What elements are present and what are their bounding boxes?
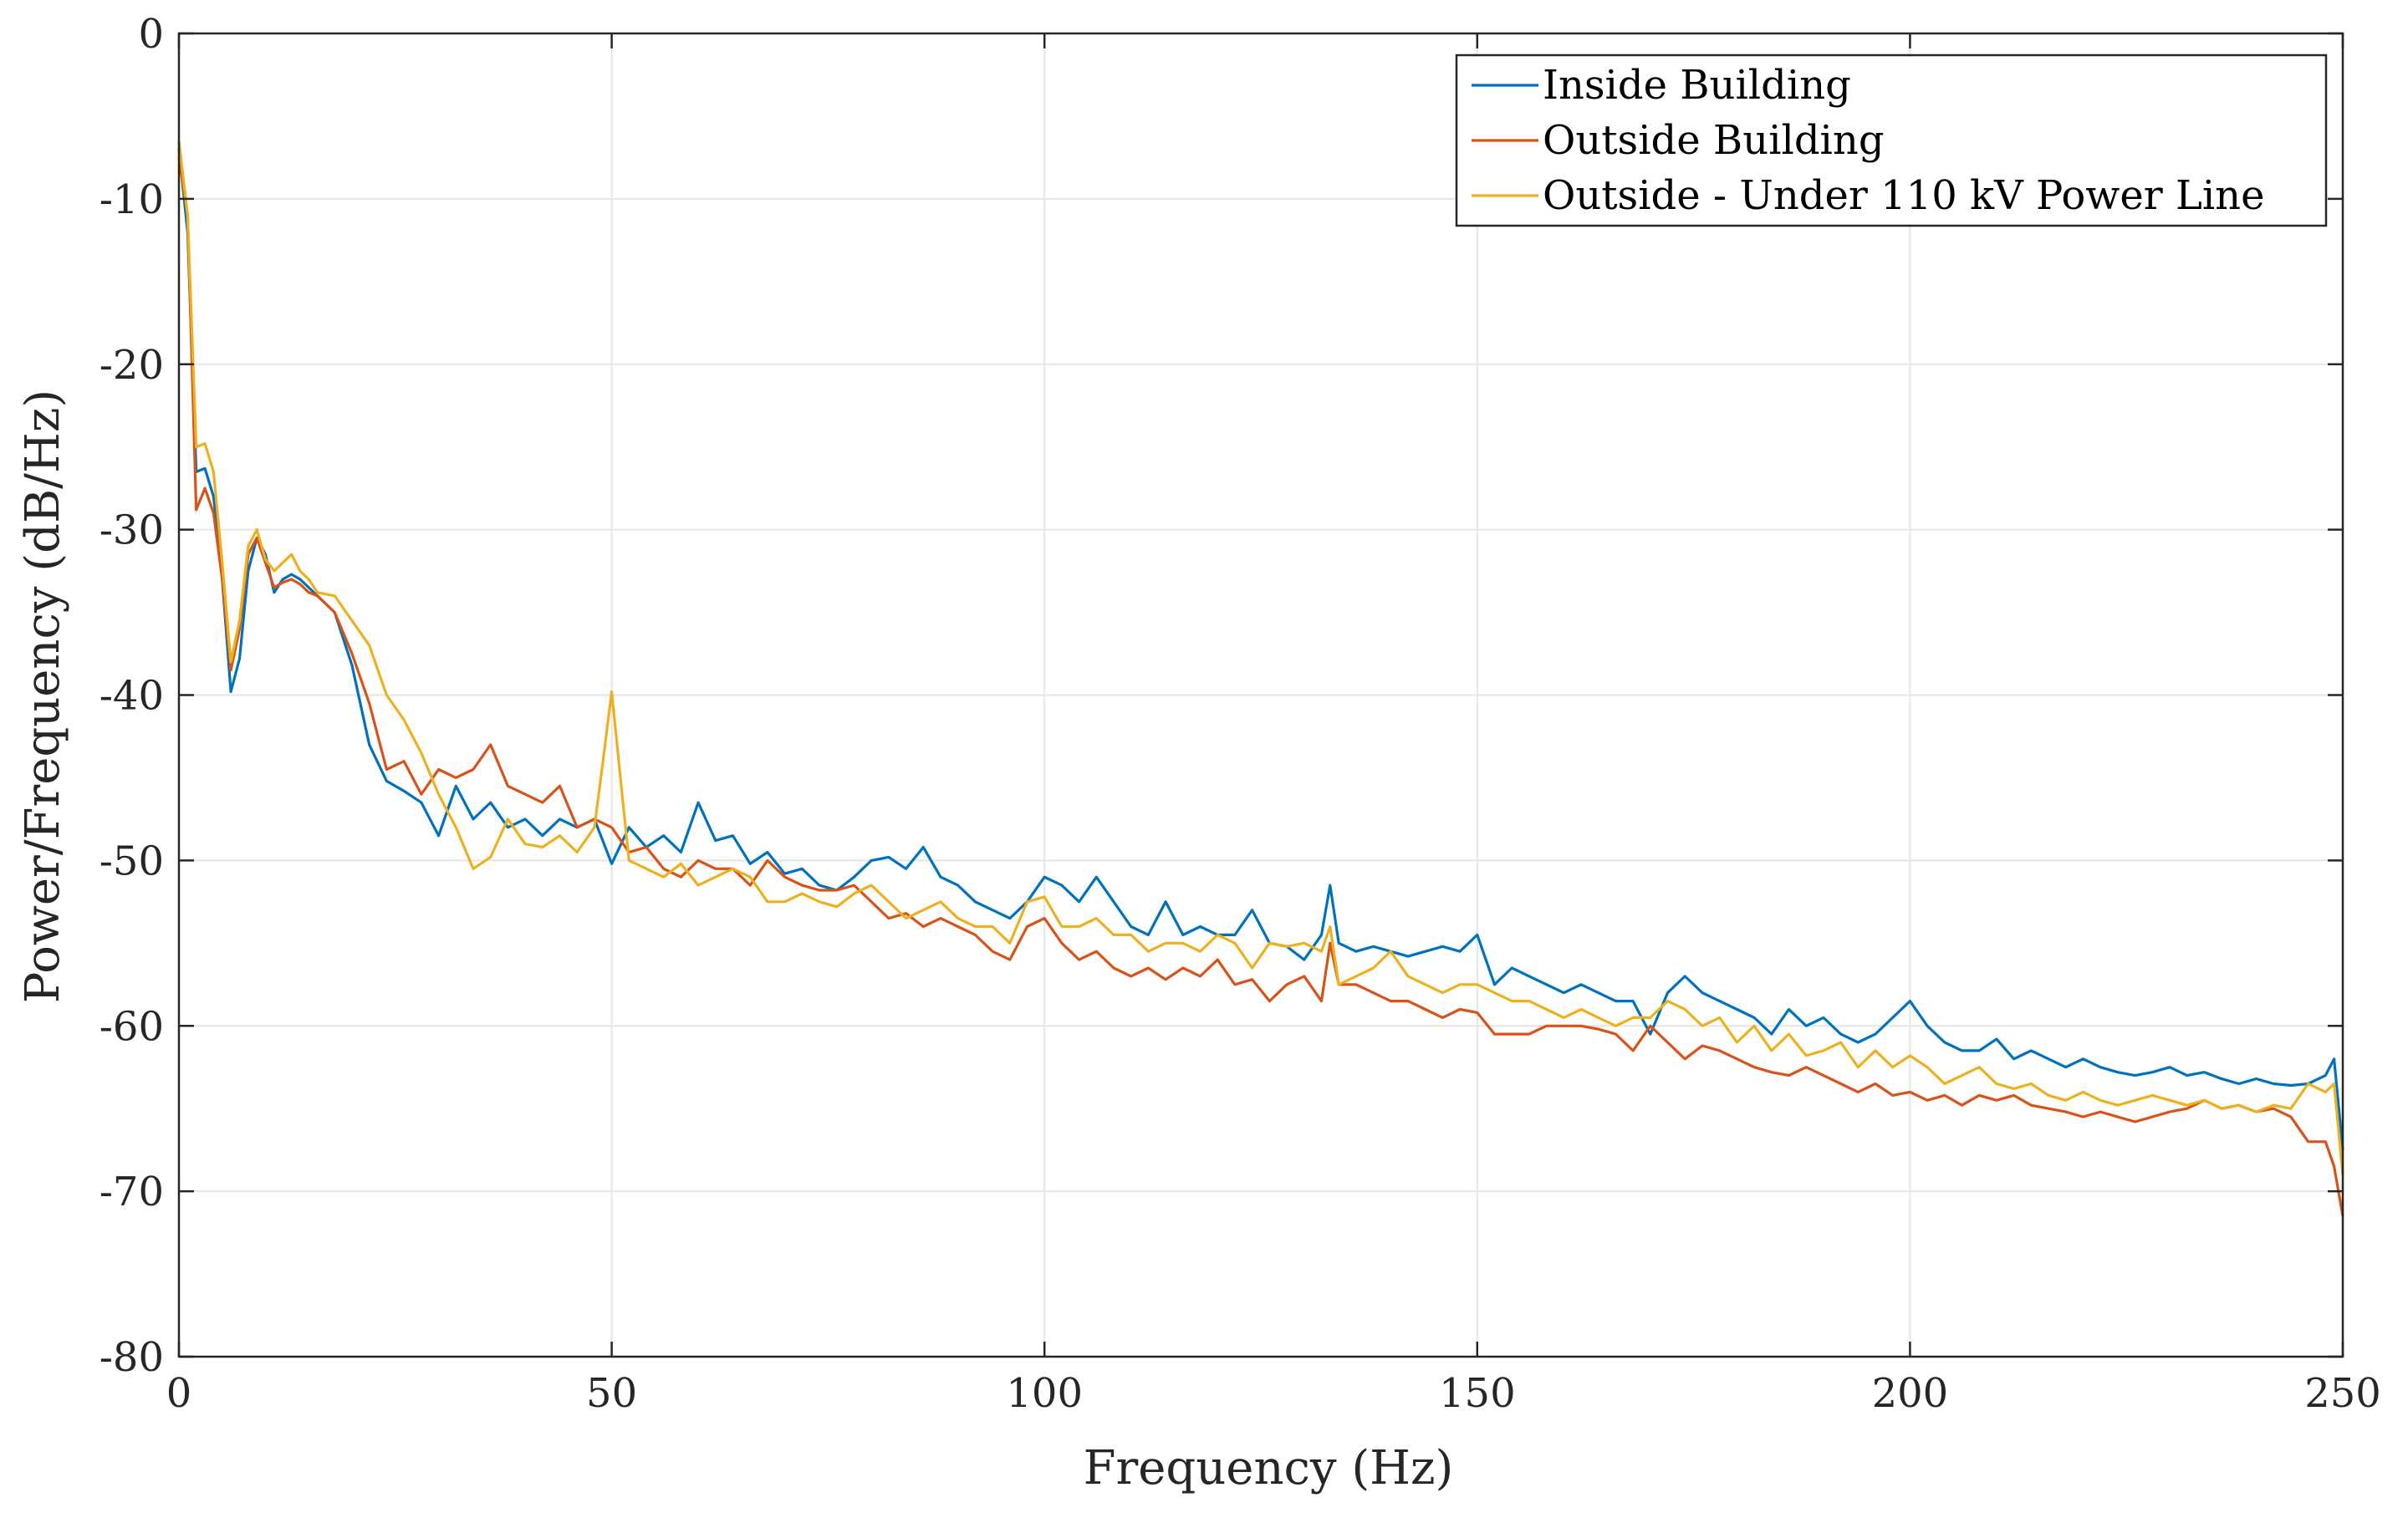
x-tick-label: 50 xyxy=(586,1370,637,1417)
series-line-outside-building xyxy=(177,157,2344,1217)
x-axis-label: Frequency (Hz) xyxy=(1084,1441,1454,1495)
series-line-inside-building xyxy=(177,149,2344,1150)
tick-labels: 0 50 100 150 200 250 0 -10 -20 -30 -40 -50 -60 -70 -80 xyxy=(99,11,2381,1417)
x-tick-label: 250 xyxy=(2304,1370,2381,1417)
series-layer xyxy=(177,140,2344,1217)
x-tick-label: 200 xyxy=(1872,1370,1949,1417)
y-axis-label: Power/Frequency (dB/Hz) xyxy=(16,390,70,1003)
y-tick-label: -40 xyxy=(99,673,164,720)
legend-label-outside-under-power-line: Outside - Under 110 kV Power Line xyxy=(1543,172,2264,219)
legend-label-outside-building: Outside Building xyxy=(1543,117,1885,164)
legend-label-inside-building: Inside Building xyxy=(1543,62,1851,109)
x-tick-label: 100 xyxy=(1006,1370,1083,1417)
y-tick-label: -20 xyxy=(99,342,164,389)
y-tick-label: -30 xyxy=(99,507,164,554)
y-tick-label: -80 xyxy=(99,1334,164,1381)
legend-box xyxy=(1455,53,2328,227)
y-tick-label: -60 xyxy=(99,1003,164,1050)
x-tick-label: 0 xyxy=(166,1370,192,1417)
legend: Inside Building Outside Building Outside… xyxy=(1455,53,2328,227)
x-tick-label: 150 xyxy=(1439,1370,1516,1417)
y-tick-label: -10 xyxy=(99,176,164,223)
axes xyxy=(177,32,2344,1358)
y-tick-label: -50 xyxy=(99,838,164,884)
y-tick-label: -70 xyxy=(99,1169,164,1215)
y-tick-label: 0 xyxy=(138,11,164,58)
series-line-outside-under-power-line xyxy=(177,140,2344,1175)
